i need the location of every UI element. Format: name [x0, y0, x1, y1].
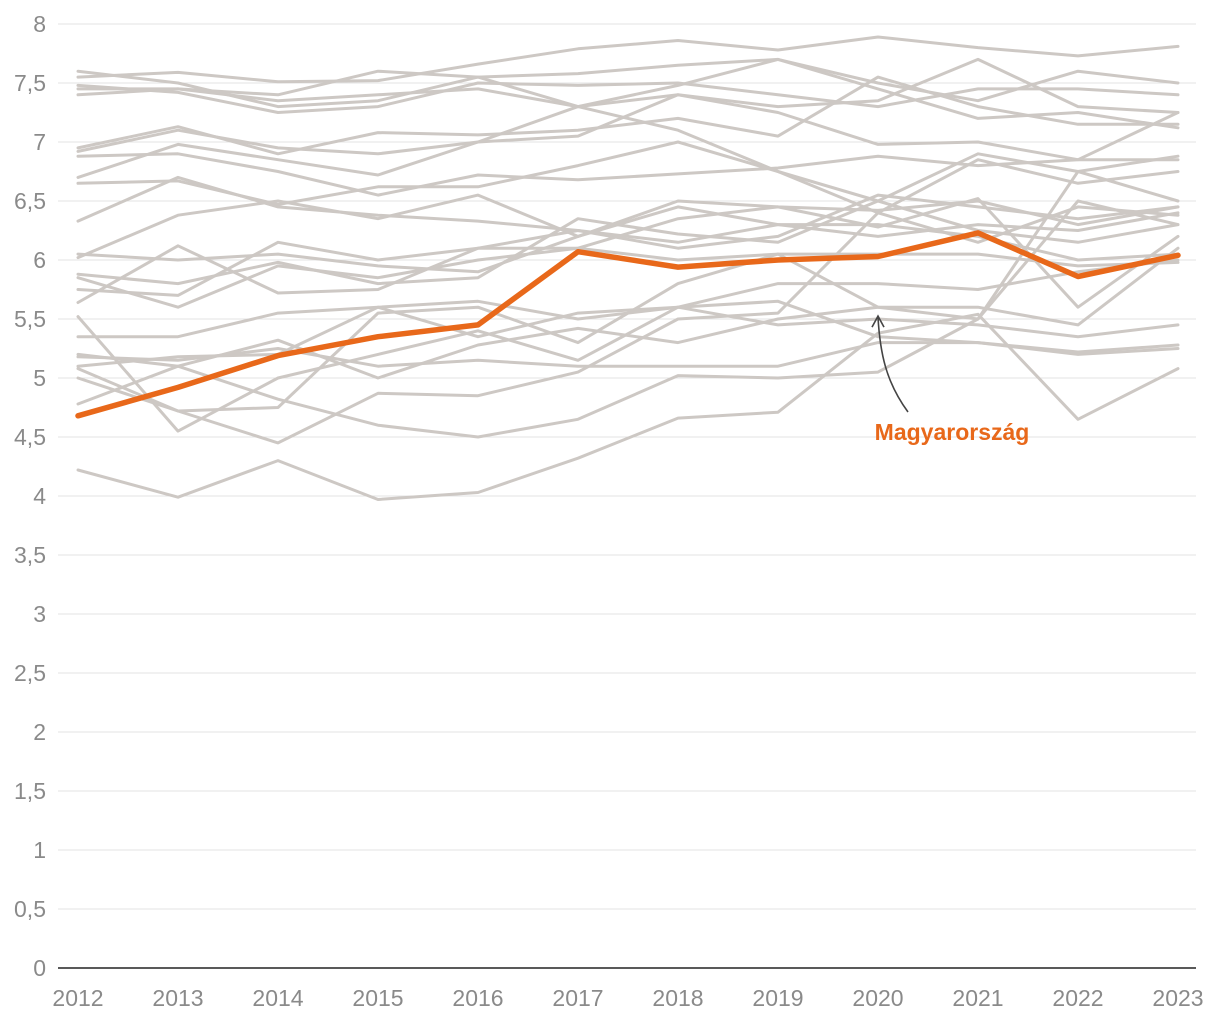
series-line	[76, 81, 1180, 114]
y-tick-label: 0	[33, 955, 46, 981]
series-line	[76, 205, 1180, 445]
annotation-arrow	[877, 317, 909, 413]
y-tick-label: 2,5	[14, 660, 46, 686]
x-tick-label: 2021	[952, 985, 1003, 1011]
x-tick-label: 2020	[852, 985, 903, 1011]
series-line	[76, 193, 1180, 260]
x-axis-ticks: 2012 2013 2014 2015 2016 2017 2018 2019 2020 2021…	[52, 985, 1203, 1011]
series-line	[76, 240, 1180, 297]
y-tick-label: 6,5	[14, 188, 46, 214]
x-tick-label: 2018	[652, 985, 703, 1011]
y-tick-label: 0,5	[14, 896, 46, 922]
series-line	[76, 199, 1180, 413]
series-line	[76, 57, 1180, 114]
y-tick-label: 6	[33, 247, 46, 273]
y-tick-label: 5	[33, 365, 46, 391]
series-line	[76, 312, 1180, 501]
x-tick-label: 2017	[552, 985, 603, 1011]
y-tick-label: 5,5	[14, 306, 46, 332]
x-tick-label: 2022	[1052, 985, 1103, 1011]
series-line	[76, 105, 1180, 203]
y-tick-label: 1	[33, 837, 46, 863]
series-line	[76, 93, 1180, 162]
series-line	[76, 299, 1180, 368]
annotation-arrowhead	[871, 314, 885, 328]
series-line	[76, 258, 1180, 433]
x-tick-label: 2015	[352, 985, 403, 1011]
series-line	[76, 199, 1180, 274]
gridlines	[58, 23, 1196, 969]
x-tick-label: 2023	[1152, 985, 1203, 1011]
series-line	[76, 246, 1180, 380]
x-tick-label: 2019	[752, 985, 803, 1011]
highlight-series-group	[75, 230, 1181, 419]
y-axis-ticks: 0 0,5 1 1,5 2 2,5 3 3,5 4 4,5 5 5,5 6 6,5 7 7,5 8	[14, 11, 46, 981]
series-line	[76, 35, 1180, 84]
y-tick-label: 2	[33, 719, 46, 745]
y-tick-label: 7,5	[14, 70, 46, 96]
y-tick-label: 4	[33, 483, 46, 509]
y-tick-label: 7	[33, 129, 46, 155]
highlight-series-line	[75, 230, 1181, 419]
y-tick-label: 4,5	[14, 424, 46, 450]
x-tick-label: 2012	[52, 985, 103, 1011]
x-tick-label: 2014	[252, 985, 303, 1011]
annotation-label: Magyarország	[875, 419, 1030, 445]
annotation: Magyarország	[871, 314, 1030, 445]
y-tick-label: 3,5	[14, 542, 46, 568]
series-line	[76, 57, 1180, 109]
x-tick-label: 2013	[152, 985, 203, 1011]
gray-series-group	[76, 35, 1180, 501]
series-line	[76, 197, 1180, 309]
series-line	[76, 57, 1180, 130]
y-tick-label: 1,5	[14, 778, 46, 804]
x-tick-label: 2016	[452, 985, 503, 1011]
y-tick-label: 8	[33, 11, 46, 37]
series-line	[76, 75, 1180, 156]
series-line	[76, 199, 1180, 286]
y-tick-label: 3	[33, 601, 46, 627]
series-line	[76, 170, 1180, 439]
